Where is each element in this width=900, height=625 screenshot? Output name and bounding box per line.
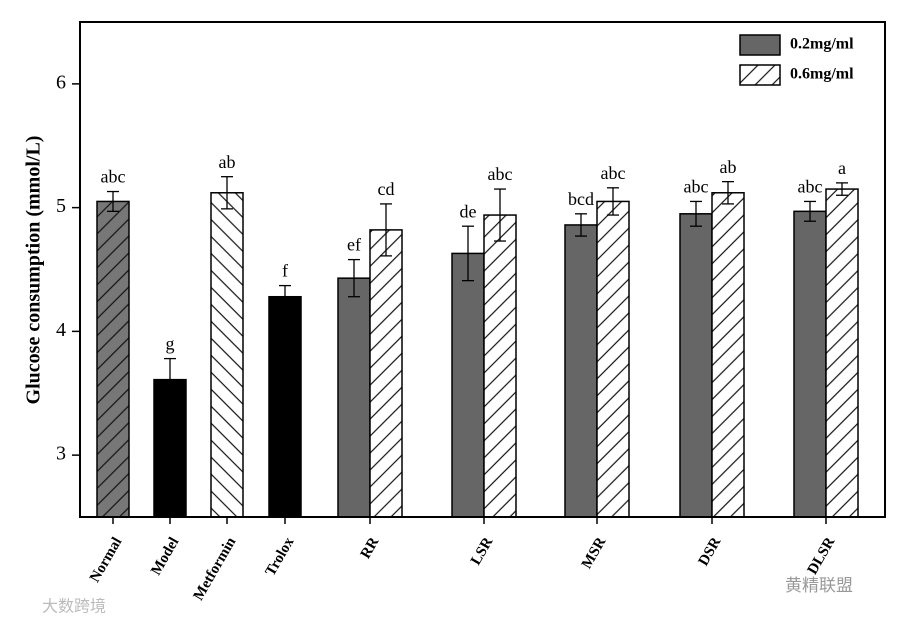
legend-swatch [739, 64, 781, 86]
y-axis-label: Glucose consumption (mmol/L) [23, 136, 45, 405]
bar [153, 378, 187, 518]
bar [711, 192, 745, 518]
significance-label: g [166, 334, 175, 354]
significance-label: bcd [568, 189, 594, 209]
legend-swatch [739, 34, 781, 56]
y-tick-label: 6 [56, 71, 66, 93]
legend-label: 0.2mg/ml [790, 36, 854, 53]
significance-label: ab [720, 157, 737, 177]
bar [210, 192, 244, 518]
significance-label: ef [347, 235, 361, 255]
significance-label: cd [378, 179, 395, 199]
significance-label: abc [601, 163, 626, 183]
bar [451, 252, 485, 518]
bar [825, 188, 859, 518]
significance-label: ab [219, 152, 236, 172]
significance-label: f [282, 261, 288, 281]
significance-label: a [838, 158, 846, 178]
legend-label: 0.6mg/ml [790, 66, 854, 83]
bar [793, 210, 827, 518]
bar [483, 214, 517, 518]
bar [369, 229, 403, 518]
y-tick-label: 3 [56, 443, 66, 465]
plot-frame [79, 21, 886, 518]
bar [679, 213, 713, 518]
y-tick-label: 4 [56, 319, 66, 341]
significance-label: abc [798, 177, 823, 197]
significance-label: abc [101, 167, 126, 187]
watermark: 黄精联盟 [785, 576, 853, 596]
bar [268, 295, 302, 518]
significance-label: abc [684, 177, 709, 197]
y-tick-label: 5 [56, 195, 66, 217]
significance-label: de [460, 201, 477, 221]
bar [96, 200, 130, 518]
bar [564, 224, 598, 518]
watermark: 大数跨境 [42, 597, 106, 616]
bar [596, 200, 630, 518]
bar [337, 277, 371, 518]
significance-label: abc [488, 164, 513, 184]
